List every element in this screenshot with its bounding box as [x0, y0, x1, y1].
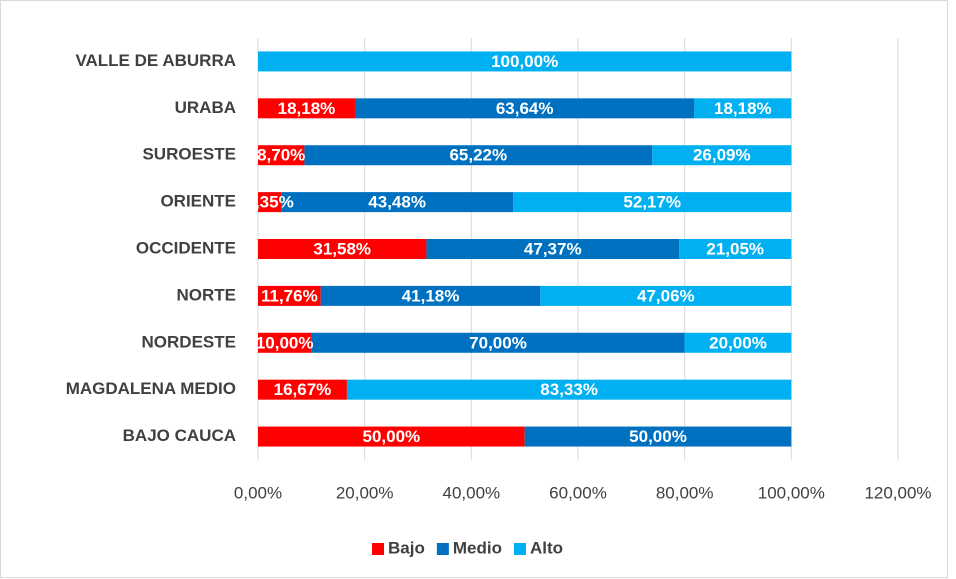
value-label: 50,00% [362, 427, 420, 446]
legend-swatch [513, 543, 526, 555]
x-tick-label: 120,00% [864, 483, 931, 502]
value-label: 63,64% [496, 99, 554, 118]
bar-segment [426, 239, 680, 259]
value-label: 52,17% [623, 193, 681, 212]
category-label: SUROESTE [142, 145, 236, 164]
value-label: 47,06% [637, 286, 695, 305]
value-label: 16,67% [274, 380, 332, 399]
bar-segment [258, 285, 321, 306]
value-label: 70,00% [469, 333, 527, 352]
bar-segment [258, 239, 427, 259]
category-label: VALLE DE ABURRA [75, 51, 236, 70]
value-label: 50,00% [629, 427, 687, 446]
value-label: 4,35% [245, 193, 293, 212]
legend-label: Medio [453, 538, 502, 557]
bar-segment [694, 98, 792, 119]
bar-segment [258, 332, 312, 353]
value-label: 83,33% [540, 380, 598, 399]
x-tick-label: 100,00% [758, 483, 825, 502]
x-tick-label: 20,00% [336, 483, 394, 502]
legend-swatch [372, 543, 384, 555]
bar-segment [258, 379, 347, 400]
bar-segment [258, 51, 792, 72]
bar-segment [540, 285, 792, 306]
bar-segment [320, 285, 541, 306]
value-label: 20,00% [709, 333, 767, 352]
value-label: 18,18% [278, 99, 336, 118]
x-tick-label: 60,00% [549, 483, 607, 502]
legend-label: Bajo [388, 538, 425, 557]
category-label: ORIENTE [160, 192, 236, 211]
category-label: NORTE [177, 285, 237, 304]
bar-segment [679, 239, 792, 259]
bar-segment [258, 192, 282, 213]
category-label: OCCIDENTE [136, 238, 236, 257]
bar-segment [652, 145, 792, 166]
category-label: MAGDALENA MEDIO [66, 379, 236, 398]
category-label: URABA [175, 98, 236, 117]
bar-segment [524, 426, 792, 447]
x-tick-label: 80,00% [656, 483, 714, 502]
x-tick-label: 0,00% [234, 483, 282, 502]
bar-segment [281, 192, 514, 213]
value-label: 43,48% [368, 193, 426, 212]
value-label: 65,22% [449, 146, 507, 165]
bar-segment [258, 145, 305, 166]
bar-segment [346, 379, 792, 400]
value-label: 21,05% [706, 239, 764, 258]
category-label: NORDESTE [142, 332, 236, 351]
bar-segment [304, 145, 653, 166]
bar-segment [354, 98, 695, 119]
value-label: 31,58% [313, 239, 371, 258]
value-label: 41,18% [402, 286, 460, 305]
x-tick-label: 40,00% [442, 483, 500, 502]
bar-segment [258, 98, 355, 119]
value-label: 26,09% [693, 146, 751, 165]
value-label: 18,18% [714, 99, 772, 118]
value-label: 11,76% [261, 286, 318, 305]
value-label: 47,37% [524, 239, 582, 258]
value-label: 8,70% [257, 146, 305, 165]
bar-segment [258, 426, 525, 447]
bar-segment [684, 332, 792, 353]
value-label: 100,00% [491, 52, 558, 71]
legend-label: Alto [530, 538, 563, 557]
bar-segment [513, 192, 792, 213]
legend-swatch [436, 543, 449, 555]
category-label: BAJO CAUCA [123, 426, 236, 445]
value-label: 10,00% [256, 333, 314, 352]
value-labels: 100,00% 18,18% 63,64% 18,18% 8,70% 65,22% 26,0… [245, 52, 771, 446]
bar-segment [311, 332, 685, 353]
